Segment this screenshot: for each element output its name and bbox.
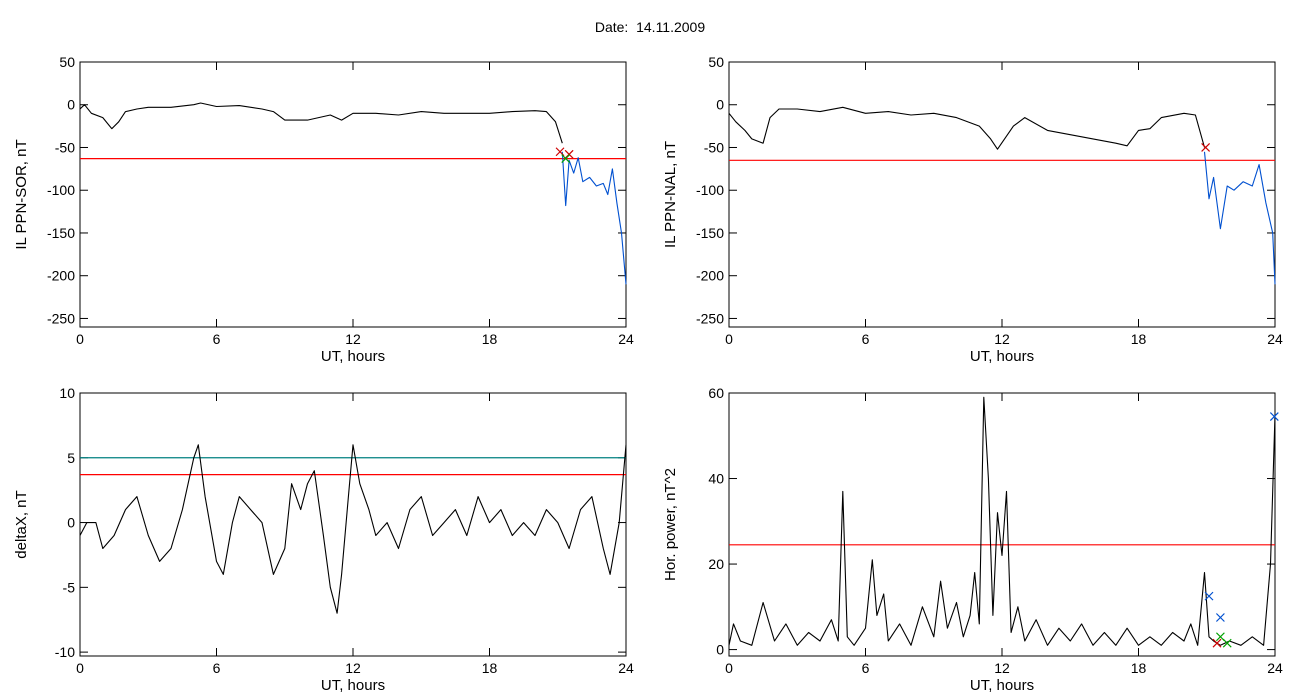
- y-tick-label: 50: [59, 54, 75, 70]
- x-tick-label: 12: [994, 660, 1010, 676]
- y-axis-label: Hor. power, nT^2: [662, 468, 679, 581]
- y-tick-label: -10: [55, 644, 75, 660]
- x-tick-label: 12: [345, 331, 361, 347]
- y-tick-label: -150: [47, 225, 75, 241]
- x-marker-stroke: [564, 149, 574, 159]
- x-tick-label: 18: [1131, 331, 1147, 347]
- series-line: [561, 151, 627, 285]
- x-tick-label: 18: [1131, 660, 1147, 676]
- y-tick-label: -100: [696, 182, 724, 198]
- x-marker: [1212, 638, 1222, 648]
- y-axis-label: IL PPN-SOR, nT: [13, 139, 30, 249]
- x-tick-label: 24: [1267, 660, 1283, 676]
- x-marker-stroke: [1212, 638, 1222, 648]
- y-tick-label: 60: [708, 385, 724, 401]
- x-axis-label: UT, hours: [321, 348, 385, 365]
- x-tick-label: 0: [725, 660, 733, 676]
- y-tick-label: 0: [716, 642, 724, 658]
- y-tick-label: 40: [708, 471, 724, 487]
- series-line: [79, 444, 627, 614]
- x-marker-stroke: [1215, 613, 1225, 622]
- x-marker: [1201, 143, 1211, 152]
- plot-frame: [79, 392, 627, 657]
- y-tick-label: -200: [696, 268, 724, 284]
- x-marker: [1215, 613, 1225, 622]
- panel-il-ppn-sor: 0 6 12 18 24 50 0 -50 -100 -150 -200 -250 UT, hours I…: [13, 54, 634, 365]
- y-tick-label: 0: [716, 97, 724, 113]
- x-tick-label: 0: [76, 331, 84, 347]
- x-tick-label: 24: [618, 660, 634, 676]
- x-marker-stroke: [1269, 412, 1279, 421]
- y-tick-label: -5: [63, 579, 76, 595]
- figure-title: Date: 14.11.2009: [594, 19, 706, 35]
- x-marker-stroke: [561, 154, 571, 164]
- y-tick-label: -50: [704, 139, 724, 155]
- x-tick-label: 6: [213, 331, 221, 347]
- x-tick-label: 18: [482, 331, 498, 347]
- series-line: [1203, 151, 1276, 285]
- x-marker-stroke: [1201, 143, 1211, 152]
- x-tick-label: 0: [725, 331, 733, 347]
- x-axis-label: UT, hours: [970, 348, 1034, 365]
- x-marker: [555, 147, 565, 157]
- plot-frame: [79, 61, 627, 328]
- series-line: [728, 396, 1276, 646]
- x-marker-stroke: [1215, 632, 1225, 642]
- x-axis-label: UT, hours: [970, 677, 1034, 694]
- x-marker: [561, 154, 571, 164]
- y-axis-label: deltaX, nT: [13, 490, 30, 558]
- panel-hor-power: 0 6 12 18 24 60 40 20 0 UT, hours Hor. power, nT^2: [662, 385, 1283, 694]
- y-tick-label: -100: [47, 182, 75, 198]
- plot-frame: [728, 61, 1276, 328]
- x-tick-label: 6: [213, 660, 221, 676]
- plot-frame: [728, 392, 1276, 657]
- x-marker-stroke: [1204, 591, 1214, 601]
- y-tick-label: -200: [47, 268, 75, 284]
- x-tick-label: 24: [1267, 331, 1283, 347]
- panel-deltax: 0 6 12 18 24 10 5 0 -5 -10 UT, hours deltaX, nT: [13, 385, 634, 694]
- y-tick-label: 50: [708, 54, 724, 70]
- panel-il-ppn-nal: 0 6 12 18 24 50 0 -50 -100 -150 -200 -250 UT, hours I…: [662, 54, 1283, 365]
- y-tick-label: 20: [708, 556, 724, 572]
- series-line: [728, 106, 1206, 150]
- y-tick-label: -50: [55, 139, 75, 155]
- x-marker-stroke: [1222, 638, 1232, 648]
- x-axis-label: UT, hours: [321, 677, 385, 694]
- series-line: [79, 102, 563, 144]
- y-tick-label: -150: [696, 225, 724, 241]
- y-tick-label: 0: [67, 515, 75, 531]
- x-tick-label: 12: [994, 331, 1010, 347]
- x-tick-label: 0: [76, 660, 84, 676]
- y-axis-label: IL PPN-NAL, nT: [662, 141, 679, 248]
- y-tick-label: -250: [47, 310, 75, 326]
- x-marker: [1204, 591, 1214, 601]
- x-tick-label: 18: [482, 660, 498, 676]
- x-tick-label: 6: [862, 331, 870, 347]
- y-tick-label: 5: [67, 450, 75, 466]
- x-tick-label: 24: [618, 331, 634, 347]
- x-marker: [564, 149, 574, 159]
- x-marker: [1269, 412, 1279, 421]
- y-tick-label: 10: [59, 385, 75, 401]
- x-tick-label: 12: [345, 660, 361, 676]
- x-marker-stroke: [555, 147, 565, 157]
- y-tick-label: -250: [696, 310, 724, 326]
- x-tick-label: 6: [862, 660, 870, 676]
- x-marker: [1222, 638, 1232, 648]
- y-tick-label: 0: [67, 97, 75, 113]
